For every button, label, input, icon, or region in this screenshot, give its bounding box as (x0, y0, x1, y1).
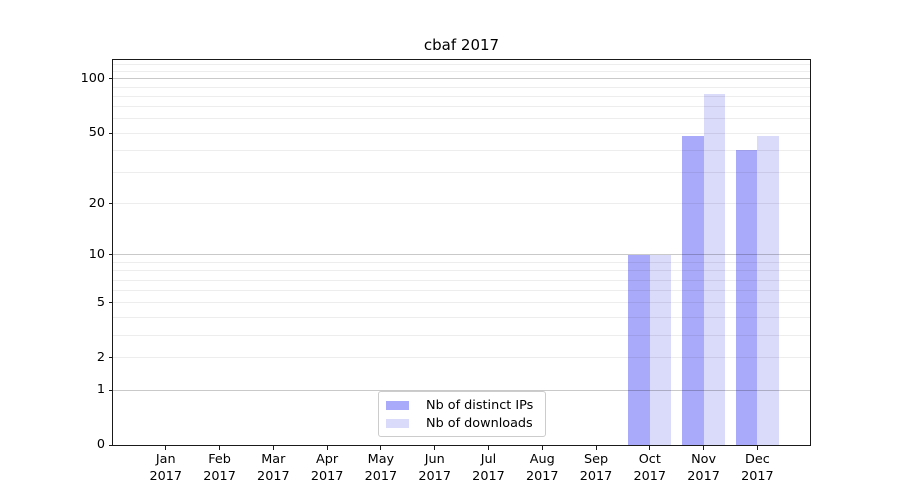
gridline-major (113, 78, 810, 80)
x-tick-label: Apr 2017 (310, 452, 344, 484)
x-tick-mark (219, 446, 221, 450)
gridline-minor (113, 357, 810, 359)
bar-dec-2017 (735, 150, 758, 445)
x-tick-label: Sep 2017 (579, 452, 613, 484)
gridline-minor (113, 172, 810, 174)
gridline-minor (113, 106, 810, 108)
legend-swatch (386, 419, 409, 429)
gridline-minor (113, 86, 810, 88)
gridline-major (113, 254, 810, 256)
gridline-minor (113, 334, 810, 336)
y-tick-mark (109, 132, 113, 134)
y-tick-label: 100 (80, 70, 105, 86)
legend-item: Nb of distinct IPs (379, 396, 545, 415)
gridline-minor (113, 203, 810, 205)
bar-nov-2017 (703, 93, 726, 445)
y-tick-label: 5 (96, 294, 105, 310)
x-tick-mark (434, 446, 436, 450)
x-tick-label: Oct 2017 (633, 452, 667, 484)
y-tick-label: 1 (96, 382, 105, 398)
gridline-minor (113, 290, 810, 292)
x-tick-label: Mar 2017 (257, 452, 290, 484)
gridline-minor (113, 95, 810, 97)
gridline-minor (113, 270, 810, 272)
bar-nov-2017 (682, 136, 704, 445)
legend: Nb of distinct IPs Nb of downloads (378, 391, 546, 437)
x-tick-mark (380, 446, 382, 450)
gridline-major (113, 389, 810, 391)
x-tick-label: May 2017 (364, 452, 398, 484)
x-tick-mark (649, 446, 651, 450)
x-tick-mark (165, 446, 167, 450)
y-tick-label: 10 (88, 246, 105, 262)
legend-swatch (386, 400, 409, 410)
gridline-minor (113, 261, 810, 263)
x-tick-label: Jan 2017 (149, 452, 183, 484)
gridline-minor (113, 64, 810, 66)
plot-area (112, 59, 811, 446)
y-tick-mark (109, 203, 113, 205)
x-tick-label: Nov 2017 (687, 452, 720, 484)
y-tick-label: 50 (88, 125, 105, 141)
legend-item: Nb of downloads (379, 415, 545, 434)
x-tick-mark (595, 446, 597, 450)
x-tick-label: Jul 2017 (472, 452, 505, 484)
gridline-minor (113, 316, 810, 318)
chart-title: cbaf 2017 (423, 36, 500, 54)
legend-label: Nb of distinct IPs (426, 397, 534, 413)
x-tick-label: Dec 2017 (741, 452, 774, 484)
gridline-minor (113, 302, 810, 304)
gridline-minor (113, 118, 810, 120)
x-tick-label: Aug 2017 (525, 452, 559, 484)
bar-oct-2017 (628, 254, 650, 445)
y-tick-mark (109, 389, 113, 391)
y-tick-mark (109, 357, 113, 359)
x-tick-mark (487, 446, 489, 450)
x-tick-label: Jun 2017 (418, 452, 451, 484)
bar-oct-2017 (649, 254, 672, 445)
gridline-minor (113, 279, 810, 281)
y-tick-mark (109, 254, 113, 256)
y-tick-label: 2 (96, 349, 105, 365)
x-tick-mark (756, 446, 758, 450)
x-tick-mark (272, 446, 274, 450)
y-tick-label: 0 (96, 437, 105, 452)
x-tick-mark (326, 446, 328, 450)
gridline-minor (113, 132, 810, 134)
gridline-minor (113, 149, 810, 151)
x-tick-mark (703, 446, 705, 450)
bar-dec-2017 (757, 136, 779, 445)
legend-label: Nb of downloads (426, 416, 533, 432)
x-tick-label: Feb 2017 (203, 452, 236, 484)
x-tick-mark (541, 446, 543, 450)
y-tick-mark (109, 302, 113, 304)
gridline-minor (113, 70, 810, 72)
y-tick-mark (109, 78, 113, 80)
y-tick-label: 20 (88, 195, 105, 211)
y-tick-mark (109, 444, 113, 446)
